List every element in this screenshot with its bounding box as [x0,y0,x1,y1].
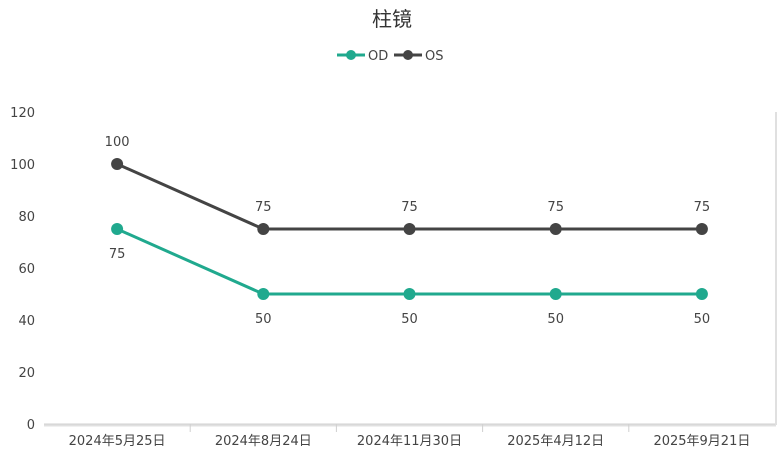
x-tick-label: 2024年5月25日 [69,434,166,449]
data-point [403,288,416,300]
legend-item-os: OS [394,49,443,64]
plot-area [44,112,777,427]
y-tick-label: 80 [18,210,35,225]
data-label: 100 [105,135,130,150]
data-point [695,288,708,300]
data-label: 50 [401,312,418,327]
x-tick-label: 2025年4月12日 [507,434,604,449]
data-point [111,223,124,235]
legend-item-od: OD [337,49,388,64]
series-od: 75 50 50 50 50 [109,223,710,327]
y-tick-label: 20 [18,366,35,381]
y-tick-label: 40 [18,314,35,329]
data-label: 75 [109,247,126,262]
data-label: 50 [255,312,272,327]
data-point [257,288,270,300]
data-point [403,223,416,235]
y-axis: 0 20 40 60 80 100 120 [10,106,35,433]
series-layer: 75 50 50 50 50 100 75 75 75 75 [105,135,710,327]
data-point [549,223,562,235]
x-axis: 2024年5月25日 2024年8月24日 2024年11月30日 2025年4月12… [44,423,775,449]
data-label: 50 [694,312,711,327]
data-point [111,158,124,170]
chart-title: 柱镜 [372,7,412,31]
series-os: 100 75 75 75 75 [105,135,710,235]
y-tick-label: 0 [27,418,35,433]
legend-label: OS [425,49,443,64]
legend-marker [346,50,356,60]
data-label: 75 [255,200,272,215]
y-tick-label: 120 [10,106,35,121]
data-label: 75 [694,200,711,215]
series-line [116,227,702,296]
x-tick-label: 2024年8月24日 [215,434,312,449]
x-tick-label: 2024年11月30日 [357,434,462,449]
legend-marker [403,50,413,60]
data-label: 75 [547,200,564,215]
series-line [116,162,702,231]
data-label: 75 [401,200,418,215]
legend-label: OD [368,49,388,64]
x-tick-label: 2025年9月21日 [653,434,750,449]
data-point [257,223,270,235]
data-label: 50 [547,312,564,327]
chart-legend: OD OS [337,49,443,64]
y-tick-label: 100 [10,158,35,173]
data-point [549,288,562,300]
data-point [695,223,708,235]
y-tick-label: 60 [18,262,35,277]
